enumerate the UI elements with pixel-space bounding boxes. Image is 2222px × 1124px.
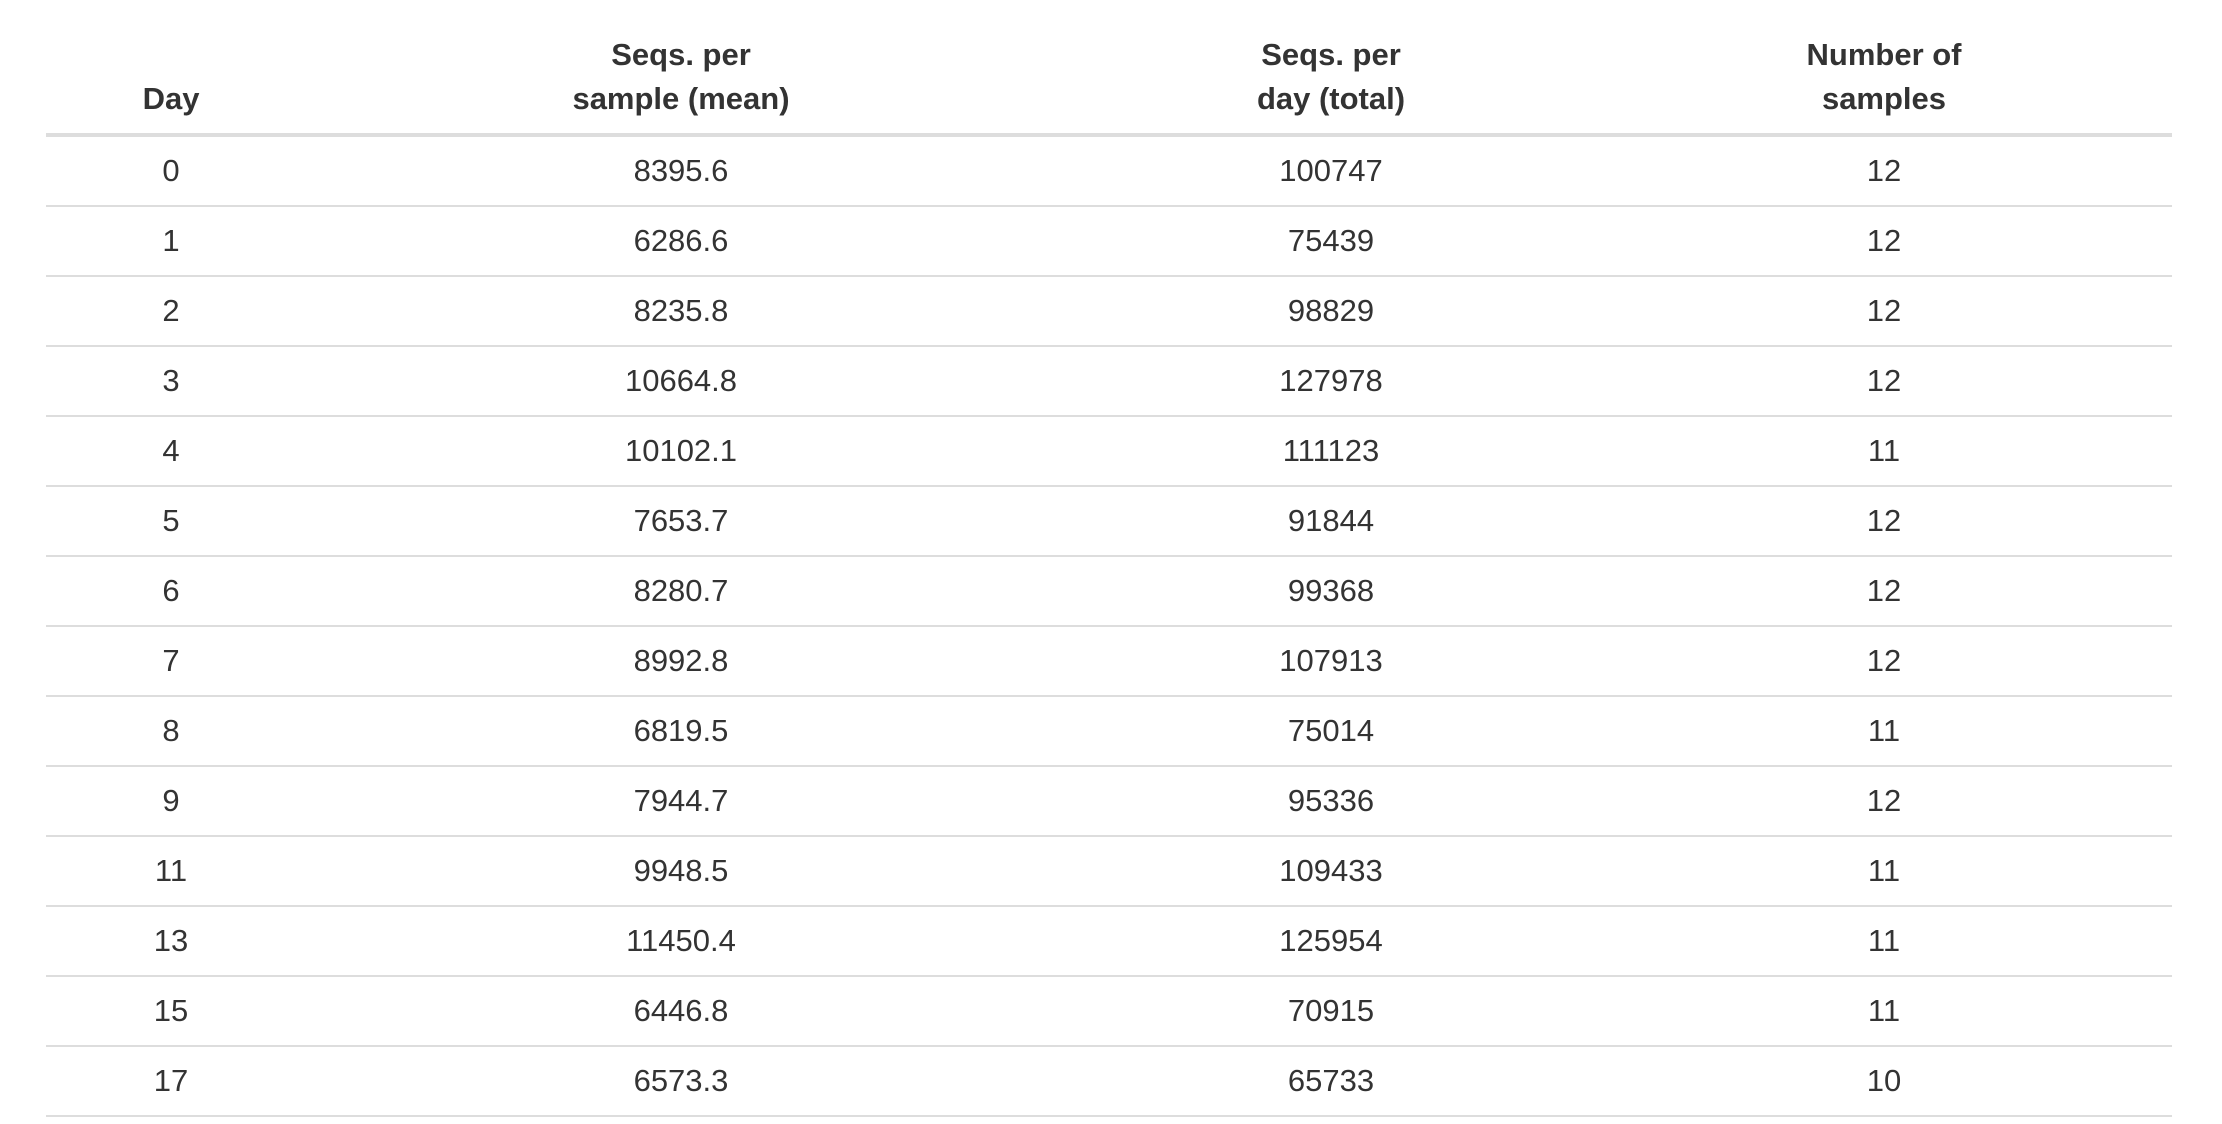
cell-day: 0	[162, 153, 180, 188]
cell-number-of-samples: 12	[1596, 765, 2172, 836]
table-row: 2 8235.8 98829 12	[46, 275, 2172, 346]
cell-day: 3	[46, 345, 296, 416]
header-day: Day	[46, 0, 296, 137]
table-row: 11 9948.5 109433 11	[46, 835, 2172, 906]
cell-day: 5	[46, 485, 296, 556]
cell-seqs-per-sample-mean: 10664.8	[296, 345, 1066, 416]
table-row: 15 6446.8 70915 11	[46, 975, 2172, 1046]
cell-seqs-per-day-total: 107913	[1066, 625, 1596, 696]
sequences-per-day-table: Day Seqs. per sample (mean) Seqs. per da…	[46, 0, 2172, 1124]
cell-day: 11	[46, 835, 296, 906]
cell-seqs-per-sample-mean: 8992.8	[296, 625, 1066, 696]
cell-number-of-samples: 12	[1596, 555, 2172, 626]
cell-day: 9	[46, 765, 296, 836]
cell-seqs-per-sample-mean: 10102.1	[296, 415, 1066, 486]
cell-seqs-per-day-total: 109433	[1066, 835, 1596, 906]
cell-seqs-per-day-total: 75439	[1066, 205, 1596, 276]
cell-seqs-per-day-total: 91844	[1066, 485, 1596, 556]
cell-day: 13	[46, 905, 296, 976]
cell-day: 1	[46, 205, 296, 276]
table-row: 5 7653.7 91844 12	[46, 485, 2172, 556]
cell-number-of-samples: 12	[1596, 485, 2172, 556]
cell-day: 6	[46, 555, 296, 626]
table-row: 13 11450.4 125954 11	[46, 905, 2172, 976]
cell-number-of-samples: 10	[1596, 1045, 2172, 1116]
cell-seqs-per-sample-mean: 6819.5	[296, 695, 1066, 766]
cell-seqs-per-day-total: 100747	[1279, 153, 1383, 188]
cell-number-of-samples: 10	[1596, 1115, 2172, 1124]
cell-seqs-per-sample-mean: 7944.7	[296, 765, 1066, 836]
cell-seqs-per-day-total: 125954	[1066, 905, 1596, 976]
table-row: 4 10102.1 111123 11	[46, 415, 2172, 486]
cell-number-of-samples: 11	[1596, 695, 2172, 766]
cell-number-of-samples: 12	[1596, 345, 2172, 416]
cell-number-of-samples: 11	[1596, 415, 2172, 486]
cell-number-of-samples: 11	[1596, 835, 2172, 906]
cell-number-of-samples: 11	[1596, 975, 2172, 1046]
cell-day: 2	[46, 275, 296, 346]
cell-day: 7	[46, 625, 296, 696]
cell-day: 4	[46, 415, 296, 486]
cell-day: 19	[46, 1115, 296, 1124]
table-body: 0 8395.6 100747 12 1 6286.6 75439 12 2 8235.8 9882…	[46, 135, 2172, 1124]
cell-number-of-samples: 12	[1596, 205, 2172, 276]
table-row: 1 6286.6 75439 12	[46, 205, 2172, 276]
table-row: 9 7944.7 95336 12	[46, 765, 2172, 836]
cell-seqs-per-day-total: 52221	[1066, 1115, 1596, 1124]
table-row: 6 8280.7 99368 12	[46, 555, 2172, 626]
cell-day: 17	[46, 1045, 296, 1116]
sequences-table-container: Day Seqs. per sample (mean) Seqs. per da…	[46, 0, 2172, 1124]
table-row: 8 6819.5 75014 11	[46, 695, 2172, 766]
cell-seqs-per-day-total: 99368	[1066, 555, 1596, 626]
table-header: Day Seqs. per sample (mean) Seqs. per da…	[46, 0, 2172, 137]
cell-seqs-per-sample-mean: 8395.6	[633, 153, 729, 188]
table-row: 3 10664.8 127978 12	[46, 345, 2172, 416]
cell-seqs-per-sample-mean: 6573.3	[296, 1045, 1066, 1116]
cell-seqs-per-day-total: 111123	[1066, 415, 1596, 486]
header-row: Day Seqs. per sample (mean) Seqs. per da…	[46, 0, 2172, 137]
table-row: 0 8395.6 100747 12	[46, 135, 2172, 206]
table-row: 17 6573.3 65733 10	[46, 1045, 2172, 1116]
cell-seqs-per-sample-mean: 11450.4	[296, 905, 1066, 976]
cell-number-of-samples: 12	[1866, 153, 1902, 188]
cell-seqs-per-day-total: 98829	[1066, 275, 1596, 346]
cell-seqs-per-day-total: 70915	[1066, 975, 1596, 1046]
cell-number-of-samples: 11	[1596, 905, 2172, 976]
cell-seqs-per-day-total: 75014	[1066, 695, 1596, 766]
cell-day: 8	[46, 695, 296, 766]
cell-seqs-per-sample-mean: 8280.7	[296, 555, 1066, 626]
cell-seqs-per-sample-mean: 5222.1	[296, 1115, 1066, 1124]
cell-seqs-per-day-total: 65733	[1066, 1045, 1596, 1116]
cell-seqs-per-day-total: 127978	[1066, 345, 1596, 416]
cell-seqs-per-sample-mean: 8235.8	[296, 275, 1066, 346]
table-row: 195222.15222110	[46, 1115, 2172, 1124]
cell-number-of-samples: 12	[1596, 625, 2172, 696]
cell-seqs-per-sample-mean: 6446.8	[296, 975, 1066, 1046]
cell-seqs-per-day-total: 95336	[1066, 765, 1596, 836]
cell-day: 15	[46, 975, 296, 1046]
cell-seqs-per-sample-mean: 7653.7	[296, 485, 1066, 556]
table-row: 7 8992.8 107913 12	[46, 625, 2172, 696]
cell-seqs-per-sample-mean: 9948.5	[296, 835, 1066, 906]
cell-number-of-samples: 12	[1596, 275, 2172, 346]
cell-seqs-per-sample-mean: 6286.6	[296, 205, 1066, 276]
header-number-of-samples: Number of samples	[1596, 0, 2172, 137]
header-seqs-per-sample-mean: Seqs. per sample (mean)	[296, 0, 1066, 137]
header-seqs-per-day-total: Seqs. per day (total)	[1066, 0, 1596, 137]
